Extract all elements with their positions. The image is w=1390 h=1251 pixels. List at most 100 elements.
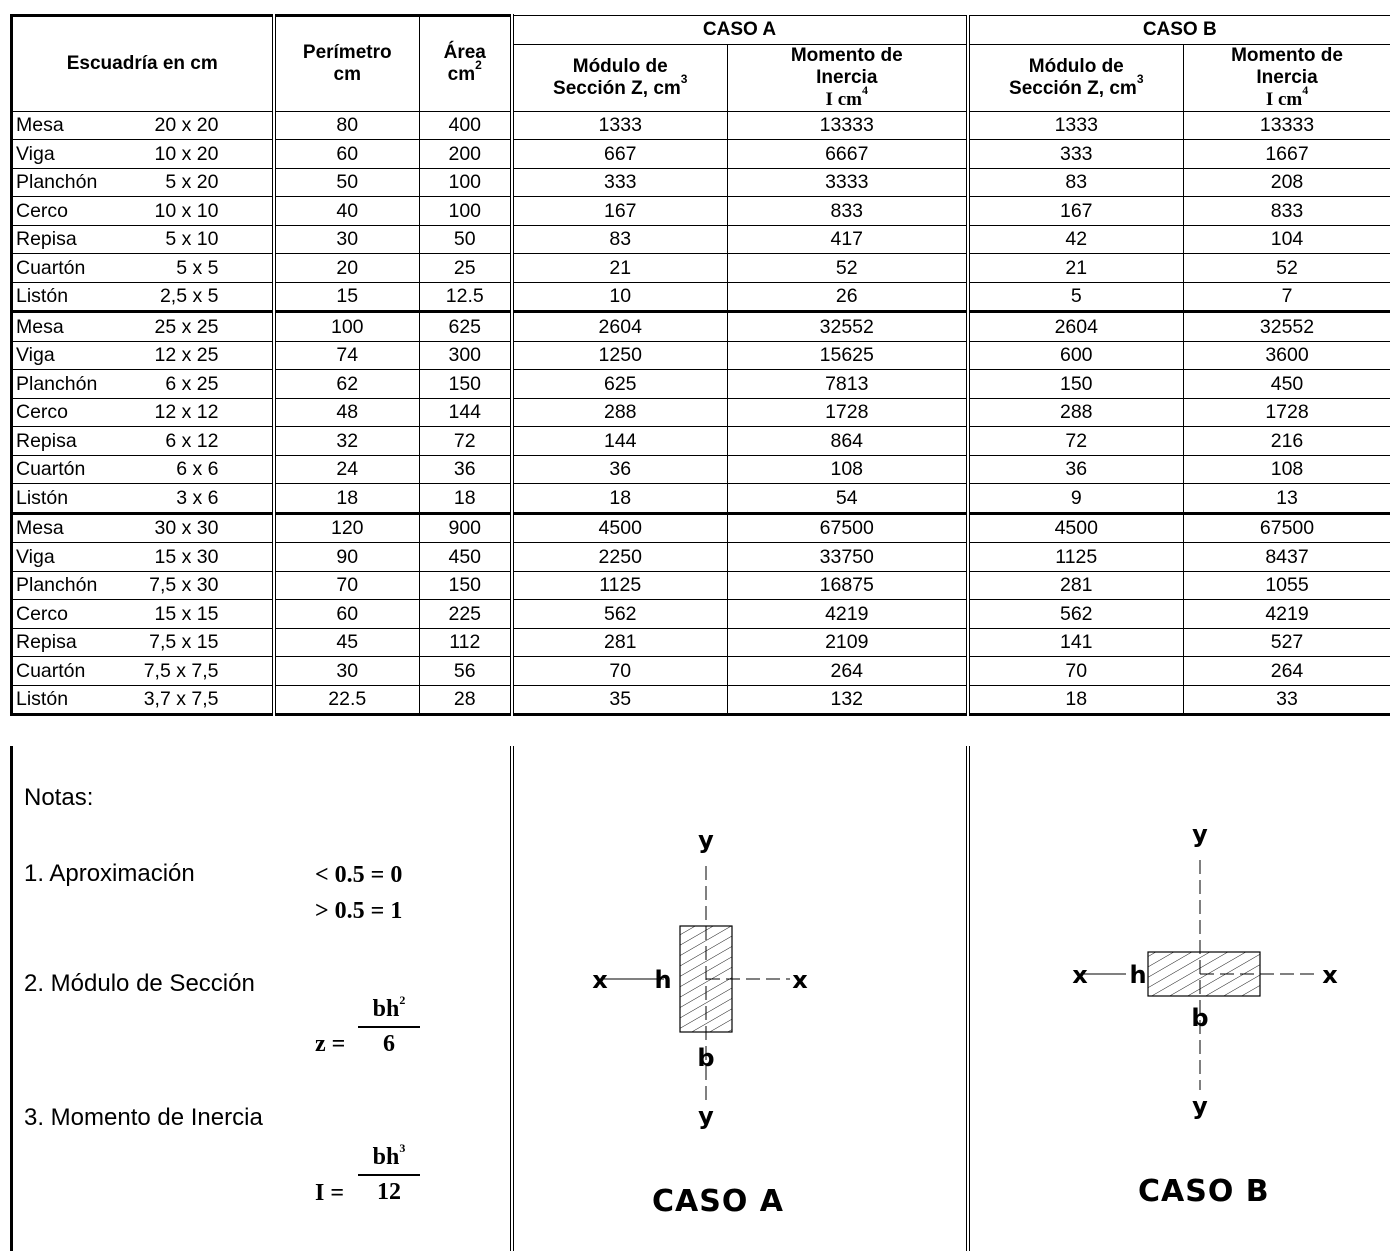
piece-name: Planchón bbox=[16, 372, 98, 395]
cell-caso-b-modulo: 562 bbox=[967, 599, 1185, 629]
cell-caso-b-modulo: 333 bbox=[967, 139, 1185, 169]
cell-caso-b-momento: 1055 bbox=[1183, 570, 1390, 600]
cell-caso-a-momento: 864 bbox=[726, 426, 970, 456]
piece-name: Viga bbox=[16, 142, 55, 165]
cell-caso-a-momento: 15625 bbox=[726, 340, 970, 370]
note-3-fraction: bh3 12 bbox=[358, 1142, 420, 1206]
piece-name: Planchón bbox=[16, 171, 98, 194]
cell-caso-b-momento: 208 bbox=[1183, 167, 1390, 197]
divider-caso-a-caso-b bbox=[966, 746, 970, 1251]
cell-area: 100 bbox=[419, 167, 514, 197]
cell-escuadria: Planchón 7,5 x 30 bbox=[10, 570, 276, 600]
cell-caso-b-momento: 32552 bbox=[1183, 310, 1390, 342]
header-row-sub: Módulo de Sección Z, cm3 Momento de Inerci… bbox=[12, 43, 1390, 112]
caso-b-label-b: b bbox=[1191, 1004, 1208, 1032]
cell-area: 72 bbox=[419, 426, 514, 456]
piece-dimensions: 7,5 x 15 bbox=[149, 631, 219, 654]
table-body: Mesa 20 x 20 80 400 1333 13333 1333 13333 Viga 10… bbox=[10, 110, 1390, 716]
cell-caso-a-momento: 2109 bbox=[726, 627, 970, 657]
table-row: Mesa 25 x 25 100 625 2604 32552 2604 32552 bbox=[10, 310, 1390, 342]
cell-escuadria: Repisa 7,5 x 15 bbox=[10, 627, 276, 657]
cell-caso-a-momento: 26 bbox=[726, 281, 970, 312]
header-area: Área cm2 bbox=[419, 14, 514, 112]
cell-escuadria: Viga 10 x 20 bbox=[10, 139, 276, 169]
piece-name: Cerco bbox=[16, 199, 69, 222]
cell-caso-a-momento: 32552 bbox=[726, 310, 970, 342]
cell-caso-b-modulo: 2604 bbox=[967, 310, 1185, 342]
cell-area: 400 bbox=[419, 110, 514, 140]
cell-caso-b-modulo: 600 bbox=[967, 340, 1185, 370]
piece-dimensions: 7,5 x 30 bbox=[149, 574, 219, 597]
cell-perimetro: 48 bbox=[273, 397, 420, 427]
cell-caso-a-modulo: 144 bbox=[511, 426, 728, 456]
table-row: Cerco 15 x 15 60 225 562 4219 562 4219 bbox=[10, 599, 1390, 629]
piece-name: Listón bbox=[16, 285, 69, 308]
cell-perimetro: 50 bbox=[273, 167, 420, 197]
cell-escuadria: Cerco 10 x 10 bbox=[10, 196, 276, 226]
cell-perimetro: 45 bbox=[273, 627, 420, 657]
cell-area: 625 bbox=[419, 310, 514, 342]
cell-caso-a-modulo: 35 bbox=[511, 684, 728, 716]
cell-caso-a-modulo: 4500 bbox=[511, 511, 728, 543]
cell-area: 12.5 bbox=[419, 281, 514, 312]
cell-caso-b-modulo: 150 bbox=[967, 369, 1185, 399]
cell-caso-b-momento: 3600 bbox=[1183, 340, 1390, 370]
piece-dimensions: 25 x 25 bbox=[154, 315, 219, 338]
table-row: Planchón 6 x 25 62 150 625 7813 150 450 bbox=[10, 369, 1390, 399]
cell-caso-a-momento: 833 bbox=[726, 196, 970, 226]
cell-caso-a-modulo: 281 bbox=[511, 627, 728, 657]
piece-dimensions: 5 x 10 bbox=[165, 228, 219, 251]
cell-area: 225 bbox=[419, 599, 514, 629]
cell-perimetro: 60 bbox=[273, 139, 420, 169]
table-row: Cuartón 6 x 6 24 36 36 108 36 108 bbox=[10, 454, 1390, 484]
cell-area: 150 bbox=[419, 369, 514, 399]
cell-caso-a-momento: 6667 bbox=[726, 139, 970, 169]
header-caso-b: CASO B bbox=[967, 15, 1390, 45]
cell-perimetro: 30 bbox=[273, 656, 420, 686]
cell-perimetro: 40 bbox=[273, 196, 420, 226]
cell-perimetro: 18 bbox=[273, 483, 420, 514]
cell-caso-a-modulo: 625 bbox=[511, 369, 728, 399]
cell-caso-b-modulo: 1333 bbox=[967, 110, 1185, 140]
cell-escuadria: Planchón 5 x 20 bbox=[10, 167, 276, 197]
cell-caso-b-momento: 527 bbox=[1183, 627, 1390, 657]
cell-escuadria: Cuartón 7,5 x 7,5 bbox=[10, 656, 276, 686]
cell-caso-a-momento: 52 bbox=[726, 253, 970, 283]
header-perimetro: Perímetro cm bbox=[273, 14, 420, 112]
table-row: Repisa 5 x 10 30 50 83 417 42 104 bbox=[10, 224, 1390, 254]
table-row: Cuartón 7,5 x 7,5 30 56 70 264 70 264 bbox=[10, 656, 1390, 686]
cell-escuadria: Repisa 5 x 10 bbox=[10, 224, 276, 254]
caso-a-label: CASO A bbox=[652, 1184, 785, 1219]
table-row: Viga 12 x 25 74 300 1250 15625 600 3600 bbox=[10, 340, 1390, 370]
piece-dimensions: 12 x 25 bbox=[154, 344, 219, 367]
caso-a-y-bottom: y bbox=[698, 1102, 714, 1130]
cell-caso-b-modulo: 36 bbox=[967, 454, 1185, 484]
cell-caso-b-momento: 1667 bbox=[1183, 139, 1390, 169]
piece-name: Viga bbox=[16, 545, 55, 568]
cell-caso-b-modulo: 42 bbox=[967, 224, 1185, 254]
table-row: Listón 2,5 x 5 15 12.5 10 26 5 7 bbox=[10, 281, 1390, 312]
cell-perimetro: 20 bbox=[273, 253, 420, 283]
cell-caso-a-momento: 132 bbox=[726, 684, 970, 716]
note-3-lhs: I = bbox=[315, 1180, 345, 1206]
cell-caso-a-momento: 108 bbox=[726, 454, 970, 484]
cell-area: 200 bbox=[419, 139, 514, 169]
cell-escuadria: Cerco 12 x 12 bbox=[10, 397, 276, 427]
cell-caso-a-modulo: 288 bbox=[511, 397, 728, 427]
piece-dimensions: 6 x 6 bbox=[176, 458, 219, 481]
cell-caso-b-momento: 67500 bbox=[1183, 511, 1390, 543]
table-row: Mesa 30 x 30 120 900 4500 67500 4500 67500 bbox=[10, 511, 1390, 543]
cell-caso-b-momento: 1728 bbox=[1183, 397, 1390, 427]
piece-name: Cerco bbox=[16, 401, 69, 424]
cell-escuadria: Mesa 30 x 30 bbox=[10, 511, 276, 543]
caso-b-x-left: x bbox=[1072, 961, 1088, 989]
table-row: Viga 15 x 30 90 450 2250 33750 1125 8437 bbox=[10, 542, 1390, 572]
piece-dimensions: 2,5 x 5 bbox=[159, 285, 219, 308]
cell-escuadria: Cerco 15 x 15 bbox=[10, 599, 276, 629]
piece-name: Cerco bbox=[16, 602, 69, 625]
cell-caso-b-momento: 108 bbox=[1183, 454, 1390, 484]
escuadrias-table: Escuadría en cm Perímetro cm Área cm2 CASO… bbox=[10, 14, 1390, 716]
notes-title: Notas: bbox=[24, 784, 94, 811]
cell-caso-a-momento: 7813 bbox=[726, 369, 970, 399]
cell-area: 150 bbox=[419, 570, 514, 600]
